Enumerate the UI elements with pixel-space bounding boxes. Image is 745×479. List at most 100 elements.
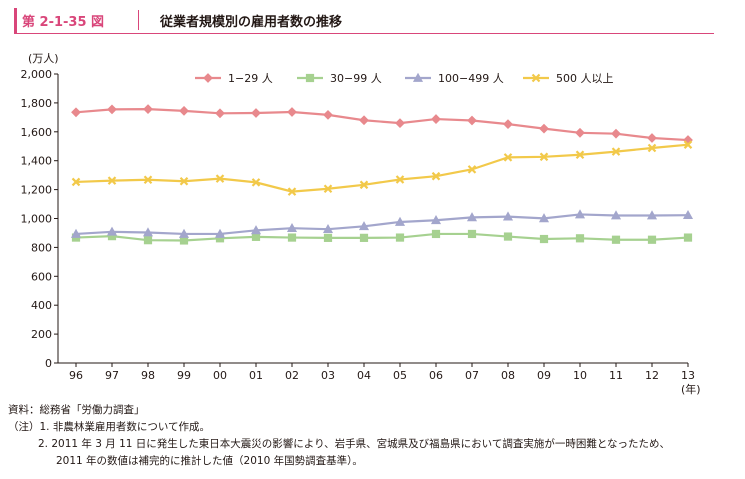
x-tick-label: 12 [645, 369, 659, 382]
y-tick-label: 0 [45, 357, 52, 370]
legend-item-2: 100−499 人 [405, 72, 504, 85]
series-line [75, 213, 689, 236]
data-point [682, 209, 694, 220]
x-tick-label: 98 [141, 369, 155, 382]
data-point [215, 174, 225, 183]
data-point [575, 127, 585, 138]
data-point [611, 147, 621, 156]
figure-title: 従業者規模別の雇用者数の推移 [160, 15, 343, 30]
series-1 [71, 229, 693, 245]
data-point [179, 176, 189, 186]
legend-marker [412, 72, 424, 82]
x-tick-label: 13 [681, 369, 695, 382]
data-point [251, 108, 261, 118]
data-point [467, 115, 477, 126]
data-point [502, 211, 514, 221]
data-point [574, 209, 586, 219]
data-point [287, 107, 297, 117]
data-point [467, 229, 477, 239]
legend-label: 100−499 人 [438, 72, 504, 85]
data-point [611, 235, 621, 244]
data-point [610, 210, 622, 220]
header-separator [138, 10, 139, 30]
figure-notes: 資料：総務省「労働力調査」 （注）1. 非農林業雇用者数について作成。 2. 2… [8, 402, 670, 470]
series-layer [70, 104, 694, 245]
data-point [71, 107, 81, 118]
data-point [215, 108, 225, 119]
data-point [575, 234, 585, 243]
data-point [575, 150, 585, 160]
legend-item-0: 1−29 人 [195, 72, 273, 85]
x-tick-label: 09 [537, 369, 551, 382]
note-2: 2. 2011 年 3 月 11 日に発生した東日本大震災の影響により、岩手県、… [38, 438, 671, 450]
data-point [431, 171, 441, 181]
x-tick-label: 97 [105, 369, 119, 382]
chart-legend: 1−29 人 30−99 人 100−499 人 500 人以上 [195, 72, 614, 85]
header-accent-bar [14, 8, 17, 34]
legend-label: 500 人以上 [556, 72, 614, 85]
data-point [647, 143, 657, 153]
y-tick-label: 1,600 [21, 126, 53, 139]
data-point [646, 210, 658, 220]
data-point [322, 223, 334, 234]
data-point [359, 180, 369, 190]
x-tick-label: 03 [321, 369, 335, 382]
y-tick-label: 1,400 [21, 155, 53, 168]
series-0 [71, 104, 693, 145]
header-rule [14, 33, 714, 34]
source-note: 資料：総務省「労働力調査」 [8, 404, 145, 416]
data-point [71, 177, 81, 187]
data-point [647, 235, 657, 244]
legend-label: 30−99 人 [330, 72, 382, 85]
y-tick-label: 1,000 [21, 213, 53, 226]
data-point [538, 213, 550, 223]
data-point [359, 115, 369, 126]
x-tick-label: 02 [285, 369, 299, 382]
y-tick-label: 200 [31, 328, 52, 341]
y-tick-label: 600 [31, 270, 52, 283]
data-point [107, 176, 117, 185]
data-point [143, 175, 153, 185]
data-point [287, 187, 297, 196]
data-point [503, 232, 513, 241]
x-tick-label: 11 [609, 369, 623, 382]
data-point [251, 232, 261, 241]
series-line [75, 108, 689, 142]
data-point [539, 234, 549, 244]
data-point [431, 229, 441, 239]
data-point [214, 228, 226, 238]
data-point [323, 233, 333, 242]
data-point [358, 221, 370, 231]
data-point [395, 175, 405, 184]
data-point [106, 226, 118, 236]
line-chart: (万人)(年)02004006008001,0001,2001,4001,600… [21, 52, 701, 396]
chart-axes: (万人)(年)02004006008001,0001,2001,4001,600… [21, 52, 701, 396]
data-point [359, 233, 369, 242]
y-tick-label: 800 [31, 241, 52, 254]
data-point [143, 104, 153, 115]
x-tick-label: 01 [249, 369, 263, 382]
data-point [179, 236, 189, 245]
data-point [143, 236, 153, 245]
y-tick-label: 400 [31, 299, 52, 312]
y-axis-unit-label: (万人) [28, 52, 59, 65]
data-point [431, 114, 441, 124]
data-point [251, 178, 261, 187]
legend-marker [203, 73, 213, 83]
data-point [142, 227, 154, 237]
legend-marker [305, 73, 315, 83]
data-point [323, 184, 333, 194]
x-tick-label: 07 [465, 369, 479, 382]
data-point [395, 118, 405, 129]
data-point [70, 228, 82, 238]
x-tick-label: 99 [177, 369, 191, 382]
y-tick-label: 1,800 [21, 97, 53, 110]
x-tick-label: 10 [573, 369, 587, 382]
data-point [503, 119, 513, 130]
x-tick-label: 06 [429, 369, 443, 382]
x-tick-label: 00 [213, 369, 227, 382]
data-point [466, 212, 478, 222]
data-point [286, 222, 298, 233]
x-tick-label: 96 [69, 369, 83, 382]
data-point [647, 133, 657, 143]
